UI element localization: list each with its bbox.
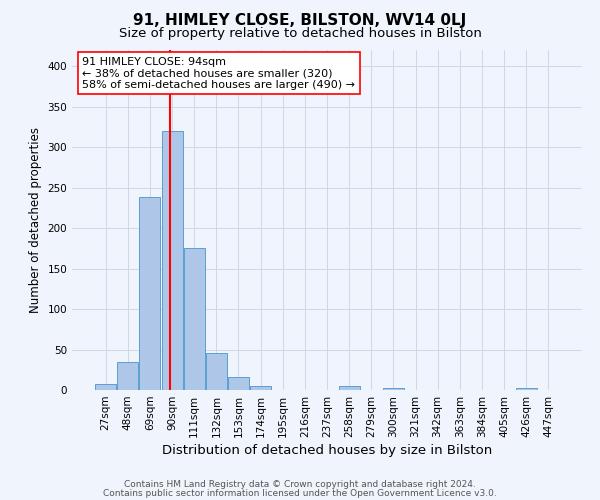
Bar	[184, 248, 205, 390]
Bar	[338, 386, 359, 390]
Bar	[118, 362, 139, 390]
Bar	[161, 131, 182, 390]
Bar	[515, 388, 536, 390]
Bar	[250, 386, 271, 390]
Bar	[228, 377, 249, 390]
Y-axis label: Number of detached properties: Number of detached properties	[29, 127, 42, 313]
Text: Contains HM Land Registry data © Crown copyright and database right 2024.: Contains HM Land Registry data © Crown c…	[124, 480, 476, 489]
Text: Contains public sector information licensed under the Open Government Licence v3: Contains public sector information licen…	[103, 488, 497, 498]
Text: 91 HIMLEY CLOSE: 94sqm
← 38% of detached houses are smaller (320)
58% of semi-de: 91 HIMLEY CLOSE: 94sqm ← 38% of detached…	[82, 57, 355, 90]
Bar	[139, 198, 160, 390]
Bar	[95, 384, 116, 390]
Text: Size of property relative to detached houses in Bilston: Size of property relative to detached ho…	[119, 28, 481, 40]
X-axis label: Distribution of detached houses by size in Bilston: Distribution of detached houses by size …	[162, 444, 492, 457]
Bar	[383, 388, 404, 390]
Text: 91, HIMLEY CLOSE, BILSTON, WV14 0LJ: 91, HIMLEY CLOSE, BILSTON, WV14 0LJ	[133, 12, 467, 28]
Bar	[206, 353, 227, 390]
